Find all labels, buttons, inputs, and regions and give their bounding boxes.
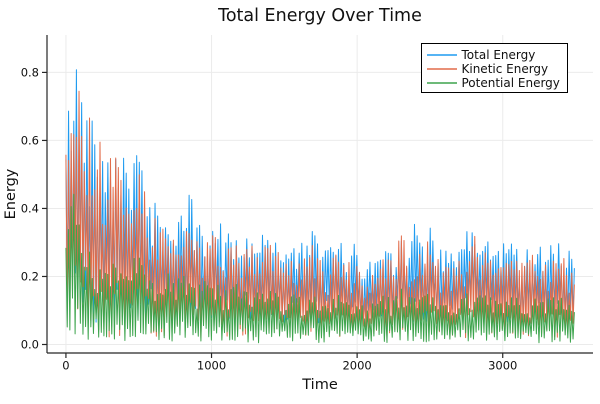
legend-label-total-energy: Total Energy: [461, 48, 536, 62]
legend: Total Energy Kinetic Energy Potential En…: [421, 43, 568, 93]
y-tick-label: 0.8: [21, 65, 39, 79]
legend-label-kinetic-energy: Kinetic Energy: [462, 62, 549, 76]
series-line-potential-energy: [65, 193, 575, 344]
data-series: [65, 69, 575, 344]
x-tick-label: 3000: [488, 359, 517, 373]
y-tick-label: 0.2: [21, 269, 39, 283]
x-tick-label: 2000: [342, 359, 371, 373]
y-tick-label: 0.4: [21, 201, 39, 215]
y-tick-label: 0.6: [21, 133, 39, 147]
legend-box: [421, 43, 568, 93]
legend-label-potential-energy: Potential Energy: [462, 76, 560, 90]
axes: 0 1000 2000 3000 0.0 0.2 0.4 0.6 0.8: [21, 35, 593, 373]
x-axis-label: Time: [301, 377, 338, 393]
y-tick-label: 0.0: [21, 337, 39, 351]
x-tick-label: 0: [62, 359, 69, 373]
y-axis-label: Energy: [3, 168, 19, 219]
chart-title: Total Energy Over Time: [217, 6, 422, 26]
x-tick-label: 1000: [197, 359, 226, 373]
